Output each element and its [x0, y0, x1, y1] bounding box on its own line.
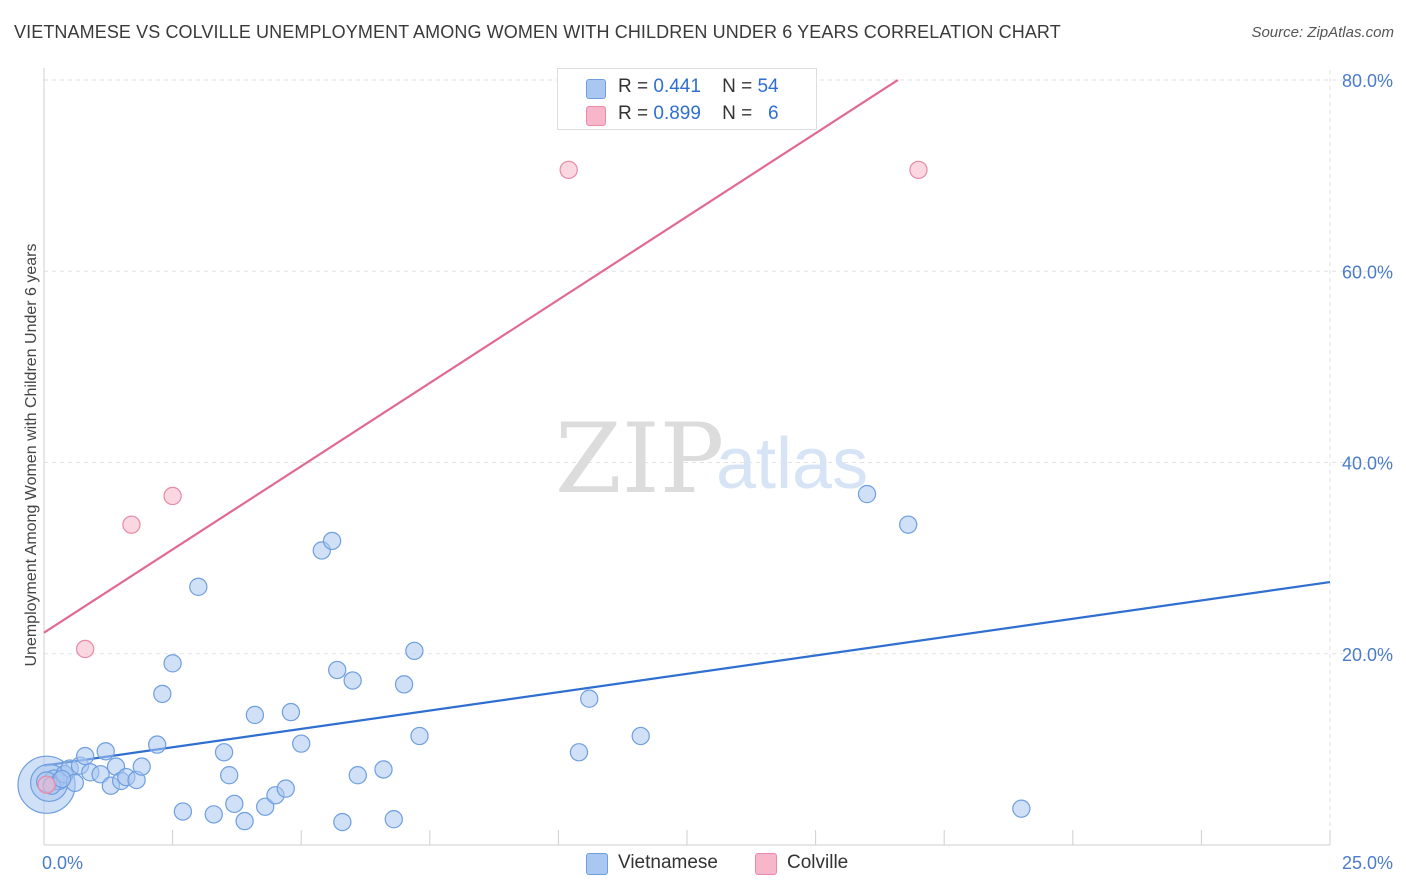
legend-r-label: R = [618, 76, 649, 97]
point-vietnamese [374, 760, 393, 779]
point-colville [122, 515, 141, 534]
point-vietnamese [580, 689, 599, 708]
legend-r-label: R = [618, 103, 649, 124]
trend-lines [43, 79, 1331, 767]
x-tick-label: 0.0% [42, 853, 83, 873]
point-vietnamese [153, 684, 172, 704]
point-vietnamese [292, 734, 311, 753]
data-points [17, 160, 1031, 832]
y-axis-label: Unemployment Among Women with Children U… [23, 243, 40, 666]
point-vietnamese [220, 766, 239, 785]
point-colville [75, 639, 95, 659]
point-vietnamese [384, 810, 403, 829]
point-vietnamese [857, 484, 877, 504]
legend-swatch-vietnamese [586, 79, 606, 99]
legend-label-vietnamese: Vietnamese [618, 852, 718, 873]
point-vietnamese [245, 705, 265, 725]
point-vietnamese [132, 757, 151, 776]
point-vietnamese [333, 812, 352, 832]
point-vietnamese [225, 794, 244, 814]
point-colville [37, 775, 56, 794]
point-vietnamese [281, 702, 301, 722]
grid-lines [44, 70, 1392, 845]
x-tick-labels: 0.0% 25.0% [42, 853, 1393, 873]
axes [43, 68, 1331, 846]
point-vietnamese [394, 675, 414, 694]
point-vietnamese [173, 802, 193, 821]
source-credit: Source: ZipAtlas.com [1251, 24, 1394, 41]
legend-r-value: 0.441 [653, 76, 701, 97]
point-colville [559, 160, 578, 180]
point-vietnamese [343, 671, 362, 690]
point-vietnamese [569, 743, 589, 762]
point-vietnamese [52, 769, 72, 789]
y-tick-label: 60.0% [1342, 262, 1393, 282]
legend-swatch-vietnamese [586, 853, 608, 875]
legend-n-label: N = [722, 76, 753, 97]
point-vietnamese [631, 726, 650, 746]
trend-line-vietnamese [43, 580, 1331, 767]
y-tick-labels: 20.0% 40.0% 60.0% 80.0% [1342, 71, 1393, 665]
point-vietnamese [348, 766, 367, 785]
point-vietnamese [189, 577, 208, 596]
series-legend: Vietnamese Colville [0, 850, 1406, 878]
point-colville [909, 160, 928, 180]
legend-swatch-colville [755, 853, 777, 875]
legend-r-value: 0.899 [653, 103, 701, 124]
legend-swatch-colville [586, 106, 606, 126]
point-vietnamese [256, 797, 275, 816]
correlation-legend: R = 0.441 N = 54 R = 0.899 N = 6 [557, 68, 817, 130]
point-vietnamese [235, 811, 254, 831]
point-vietnamese [147, 735, 167, 754]
trend-line-colville [43, 79, 899, 634]
point-vietnamese [75, 746, 95, 766]
point-vietnamese [899, 515, 918, 534]
legend-n-label: N = [722, 103, 753, 124]
legend-n-value: 54 [757, 76, 779, 97]
point-vietnamese [276, 779, 295, 798]
point-colville [163, 486, 182, 506]
watermark-atlas: atlas [716, 424, 868, 504]
point-vietnamese [1012, 799, 1031, 818]
chart-title: VIETNAMESE VS COLVILLE UNEMPLOYMENT AMON… [14, 22, 1061, 42]
point-vietnamese [322, 531, 342, 551]
point-vietnamese [163, 654, 182, 673]
point-vietnamese [96, 742, 115, 761]
point-vietnamese [214, 743, 234, 762]
legend-label-colville: Colville [787, 852, 849, 873]
watermark: ZIP atlas [555, 403, 868, 515]
point-vietnamese [328, 660, 347, 680]
x-tick-label: 25.0% [1342, 853, 1393, 873]
point-vietnamese [410, 726, 429, 746]
point-vietnamese [204, 805, 223, 824]
y-tick-label: 20.0% [1342, 645, 1393, 665]
y-tick-label: 40.0% [1342, 454, 1393, 474]
point-vietnamese [405, 641, 424, 661]
y-tick-label: 80.0% [1342, 71, 1393, 91]
legend-n-value: 6 [768, 103, 779, 124]
watermark-zip: ZIP [555, 403, 724, 515]
point-vietnamese [91, 765, 110, 784]
